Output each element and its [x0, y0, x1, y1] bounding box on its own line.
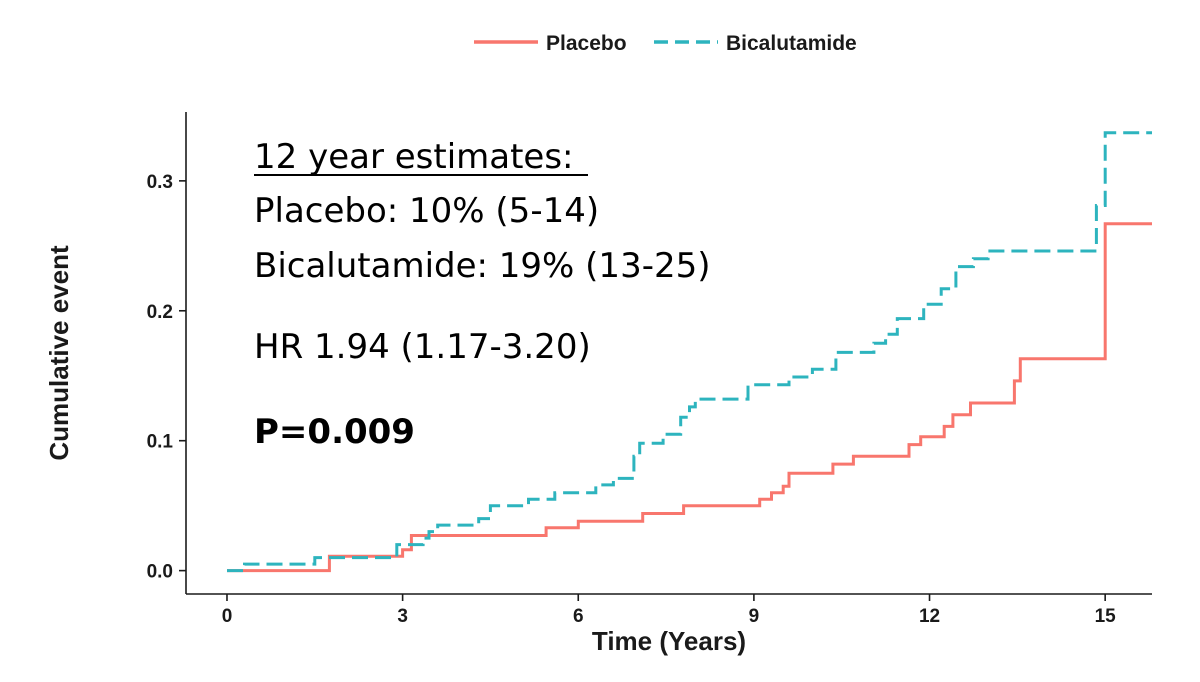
x-tick-label-3: 3: [397, 606, 408, 627]
x-tick-label-6: 6: [573, 606, 584, 627]
annotation-p-value: P=0.009: [254, 412, 415, 452]
legend-label-placebo: Placebo: [546, 32, 627, 55]
y-ticks: 0.0 0.1 0.2 0.3: [147, 172, 186, 583]
series-layer: [227, 131, 1152, 573]
series-line-placebo: [227, 222, 1152, 573]
y-tick-label-1: 0.1: [147, 432, 174, 453]
legend-label-bicalutamide: Bicalutamide: [726, 32, 857, 55]
x-tick-label-12: 12: [919, 606, 940, 627]
x-tick-label-0: 0: [222, 606, 233, 627]
legend: Placebo Bicalutamide: [474, 32, 857, 55]
series-line-bicalutamide: [227, 131, 1152, 573]
y-tick-label-2: 0.2: [147, 302, 173, 323]
annotation-hazard-ratio: HR 1.94 (1.17-3.20): [254, 327, 591, 367]
annotation-placebo-estimate: Placebo: 10% (5-14): [254, 191, 599, 231]
annotation-block: 12 year estimates: Placebo: 10% (5-14) B…: [254, 137, 711, 452]
y-tick-label-0: 0.0: [147, 562, 173, 583]
y-axis-title: Cumulative event: [44, 245, 74, 461]
x-ticks: 0 3 6 9 12 15: [222, 594, 1116, 627]
annotation-heading: 12 year estimates:: [254, 137, 574, 177]
y-tick-label-3: 0.3: [147, 172, 173, 193]
x-axis-title: Time (Years): [592, 626, 746, 656]
x-tick-label-9: 9: [749, 606, 760, 627]
annotation-bicalutamide-estimate: Bicalutamide: 19% (13-25): [254, 246, 711, 286]
x-tick-label-15: 15: [1095, 606, 1117, 627]
